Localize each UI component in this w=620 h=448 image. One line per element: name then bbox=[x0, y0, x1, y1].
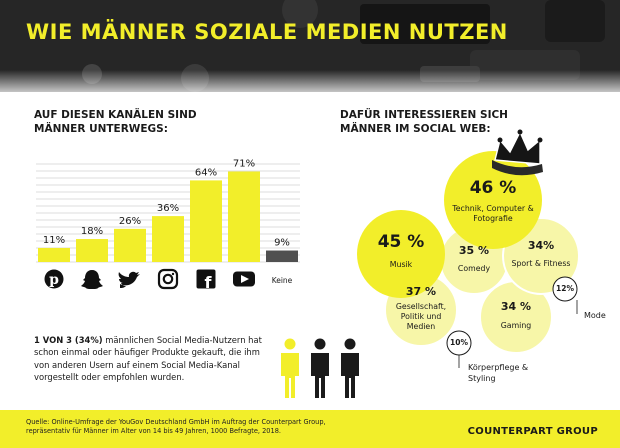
pinterest-icon: p bbox=[44, 269, 64, 289]
bubble-label: Technik, Computer & Fotografie bbox=[452, 204, 534, 223]
bubble-percent: 45 % bbox=[377, 231, 425, 252]
bar-keine bbox=[266, 250, 298, 262]
bar-value-label: 36% bbox=[157, 203, 179, 214]
interests-title: DAFÜR INTERESSIEREN SICH MÄNNER IM SOCIA… bbox=[340, 108, 508, 136]
svg-text:p: p bbox=[49, 272, 59, 288]
bubble-percent: 37 % bbox=[405, 284, 437, 298]
bubble-label: Sport & Fitness bbox=[511, 259, 571, 268]
person-icon bbox=[311, 338, 329, 398]
crown-icon bbox=[492, 129, 543, 176]
youtube-icon bbox=[233, 271, 255, 287]
bubble-chart bbox=[357, 151, 580, 368]
bar-youtube bbox=[228, 171, 260, 262]
bubble-percent: 35 % bbox=[458, 243, 490, 257]
footer-source-line2: repräsentativ für Männer im Alter von 14… bbox=[26, 427, 281, 435]
footer: Quelle: Online-Umfrage der YouGov Deutsc… bbox=[0, 410, 620, 448]
bubble-percent: 34% bbox=[527, 238, 555, 252]
person-icon bbox=[341, 338, 359, 398]
bubble-label: Mode bbox=[584, 311, 606, 320]
svg-text:f: f bbox=[205, 273, 213, 292]
channels-title: AUF DIESEN KANÄLEN SIND MÄNNER UNTERWEGS… bbox=[34, 108, 197, 136]
bubble-label: Körperpflege & Styling bbox=[468, 363, 529, 383]
stat-text: 1 VON 3 (34%) männlichen Social Media-Nu… bbox=[34, 334, 274, 384]
channels-title-line1: AUF DIESEN KANÄLEN SIND bbox=[34, 109, 197, 121]
bubble-technik bbox=[444, 151, 542, 249]
snapchat-icon bbox=[81, 270, 103, 289]
bar-value-label: 64% bbox=[195, 167, 217, 178]
bar-snapchat bbox=[76, 239, 108, 262]
stat-highlight: 1 VON 3 (34%) bbox=[34, 335, 103, 345]
footer-source: Quelle: Online-Umfrage der YouGov Deutsc… bbox=[26, 418, 326, 436]
page-title: WIE MÄNNER SOZIALE MEDIEN NUTZEN bbox=[26, 20, 508, 44]
bubble-label: Comedy bbox=[457, 264, 491, 273]
bar-value-label: 9% bbox=[274, 238, 290, 249]
bar-chart: 11% p 18% 26% 36% 64% f 71% 9% Keine bbox=[38, 158, 298, 292]
bar-facebook bbox=[190, 180, 222, 262]
instagram-icon bbox=[157, 268, 179, 290]
footer-source-line1: Quelle: Online-Umfrage der YouGov Deutsc… bbox=[26, 418, 326, 426]
bubble-mode bbox=[552, 276, 578, 302]
bar-value-label: 11% bbox=[43, 235, 65, 246]
category-label-keine: Keine bbox=[272, 276, 293, 285]
bubble-label: Gaming bbox=[500, 321, 532, 330]
bubble-musik bbox=[357, 210, 445, 298]
stat-body: männlichen Social Media-Nutzern hat scho… bbox=[34, 335, 262, 383]
bubble-percent: 10% bbox=[450, 338, 468, 347]
bar-pinterest bbox=[38, 247, 70, 262]
twitter-icon bbox=[118, 271, 140, 288]
bubble-percent: 46 % bbox=[469, 177, 517, 198]
bubble-percent: 34 % bbox=[500, 299, 532, 313]
channels-title-line2: MÄNNER UNTERWEGS: bbox=[34, 123, 168, 135]
bar-instagram bbox=[152, 216, 184, 262]
facebook-icon: f bbox=[196, 269, 216, 292]
people-icons bbox=[281, 338, 359, 398]
bar-twitter bbox=[114, 228, 146, 262]
header-banner: WIE MÄNNER SOZIALE MEDIEN NUTZEN bbox=[0, 0, 620, 92]
bar-value-label: 26% bbox=[119, 216, 141, 227]
footer-brand: COUNTERPART GROUP bbox=[467, 426, 598, 437]
bubble-label: Musik bbox=[389, 260, 413, 269]
bar-value-label: 71% bbox=[233, 158, 255, 169]
bubble-percent: 12% bbox=[556, 284, 574, 293]
interests-title-line1: DAFÜR INTERESSIEREN SICH bbox=[340, 109, 508, 121]
person-highlight-icon bbox=[281, 338, 299, 398]
bubble-label: Gesellschaft, Politik und Medien bbox=[395, 302, 447, 331]
header-fade bbox=[0, 70, 620, 92]
interests-title-line2: MÄNNER IM SOCIAL WEB: bbox=[340, 123, 491, 135]
bar-value-label: 18% bbox=[81, 226, 103, 237]
